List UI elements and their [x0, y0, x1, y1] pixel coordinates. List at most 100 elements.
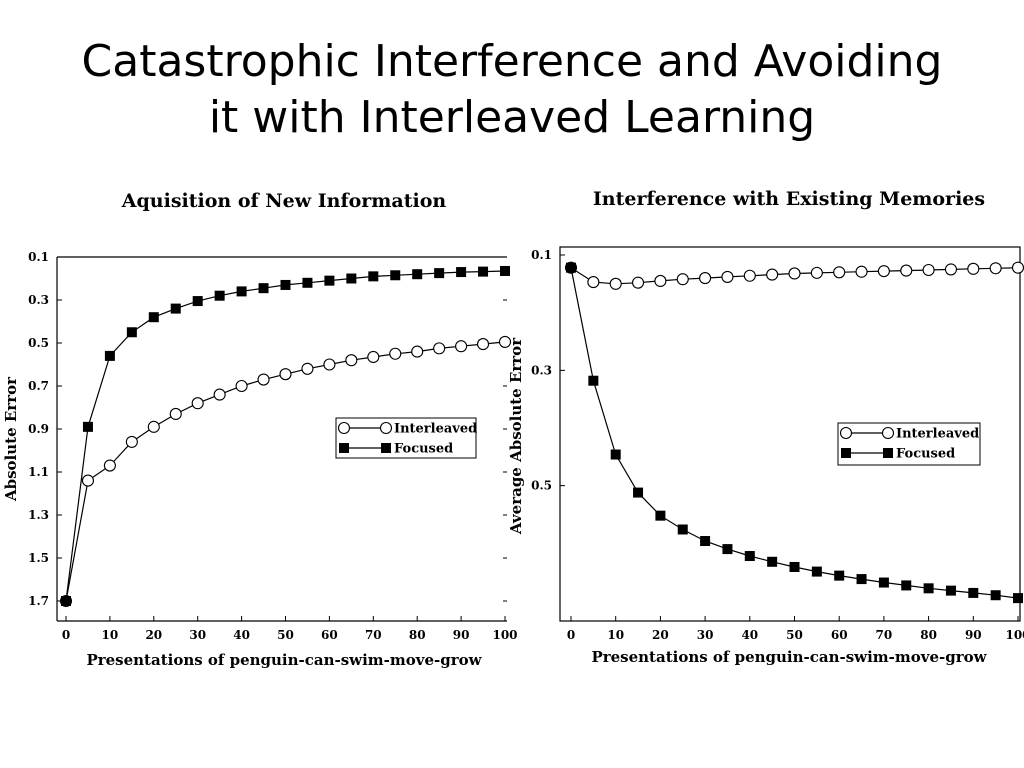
data-point [654, 274, 667, 288]
data-point [900, 264, 913, 277]
data-point [214, 290, 225, 301]
data-point [767, 556, 778, 567]
y-tick-label: 0.9 [28, 422, 49, 436]
data-point [103, 459, 116, 472]
x-tick-label: 90 [453, 628, 470, 642]
data-point [368, 271, 379, 282]
data-point [631, 276, 645, 289]
chart-title: Aquisition of New Information [121, 190, 447, 212]
data-point [744, 551, 755, 562]
legend-marker-square [883, 448, 893, 458]
data-point [610, 449, 621, 460]
data-point [170, 303, 181, 314]
data-point [476, 338, 490, 351]
data-point [82, 421, 93, 432]
x-axis-label: Presentations of penguin-can-swim-move-g… [86, 651, 482, 669]
data-point [61, 596, 71, 606]
legend-marker-circle [881, 426, 895, 440]
data-point [743, 269, 756, 282]
legend-label: Focused [394, 442, 453, 457]
y-tick-label: 0.5 [28, 336, 49, 350]
legend-box [837, 422, 981, 466]
data-point [990, 590, 1001, 601]
legend-marker-circle [337, 421, 351, 435]
x-tick-label: 40 [233, 628, 250, 642]
data-point [834, 570, 845, 581]
data-point [236, 286, 247, 297]
data-point [833, 266, 846, 279]
data-point [788, 267, 801, 280]
x-tick-label: 10 [102, 628, 119, 642]
x-tick-label: 70 [876, 628, 893, 642]
legend: Interleaved Focused [837, 422, 981, 466]
data-point [498, 335, 512, 348]
data-point [700, 536, 711, 547]
data-point [412, 269, 423, 280]
y-tick-label: 1.5 [28, 551, 49, 565]
data-point [989, 262, 1002, 275]
x-tick-label: 80 [409, 628, 426, 642]
x-tick-label: 60 [831, 628, 848, 642]
data-point [191, 397, 204, 410]
x-tick-label: 20 [652, 628, 669, 642]
legend-label: Interleaved [896, 427, 979, 442]
data-point [944, 263, 958, 276]
data-point [856, 574, 867, 585]
legend-marker-circle [379, 421, 393, 435]
legend-marker-circle [839, 426, 853, 440]
x-tick-label: 50 [786, 628, 803, 642]
x-tick-label: 100 [492, 628, 517, 642]
data-point [968, 587, 979, 598]
data-point [147, 420, 160, 433]
data-point [877, 265, 890, 278]
data-point [323, 358, 336, 371]
series-focused [566, 262, 1023, 604]
data-point [411, 345, 424, 358]
data-point [345, 354, 358, 367]
data-point [389, 347, 402, 360]
slide-title-line-2: it with Interleaved Learning [208, 92, 816, 143]
chart-1: Aquisition of New Information 0.1 0.3 0.5 0.… [2, 190, 518, 669]
x-tick-label: 90 [965, 628, 982, 642]
legend-label: Interleaved [394, 422, 477, 437]
legend-marker-square [841, 448, 851, 458]
data-point [699, 272, 712, 285]
y-tick-label: 0.1 [28, 250, 49, 264]
legend-box [335, 417, 477, 459]
y-axis-label: Absolute Error [2, 376, 20, 502]
data-point [302, 277, 313, 288]
data-point [789, 561, 800, 572]
data-point [257, 373, 270, 386]
axis-frame [559, 246, 1021, 622]
slide-title-line-1: Catastrophic Interference and Avoiding [81, 36, 943, 87]
data-point [104, 350, 115, 361]
data-point [169, 407, 182, 421]
data-point [235, 379, 248, 393]
data-point [148, 312, 159, 323]
data-point [922, 263, 935, 277]
x-tick-label: 0 [567, 628, 575, 642]
data-point [810, 266, 823, 279]
x-tick-label: 20 [145, 628, 162, 642]
data-point [855, 265, 868, 278]
data-point [721, 270, 734, 283]
data-point [655, 510, 666, 521]
data-point [279, 368, 292, 381]
data-point [1013, 593, 1023, 604]
data-point [456, 267, 467, 278]
slide-title: Catastrophic Interference and Avoiding i… [0, 34, 1024, 146]
series-interleaved [564, 261, 1024, 290]
data-point [280, 279, 291, 290]
data-point [967, 262, 980, 275]
legend-marker-square [339, 443, 349, 453]
x-tick-label: 30 [697, 628, 714, 642]
data-point [1011, 261, 1024, 274]
data-point [126, 327, 137, 338]
data-point [478, 266, 489, 277]
data-point [301, 362, 314, 375]
data-point [324, 275, 335, 286]
data-point [434, 268, 445, 279]
x-tick-label: 60 [321, 628, 338, 642]
y-tick-label: 1.7 [28, 594, 49, 608]
